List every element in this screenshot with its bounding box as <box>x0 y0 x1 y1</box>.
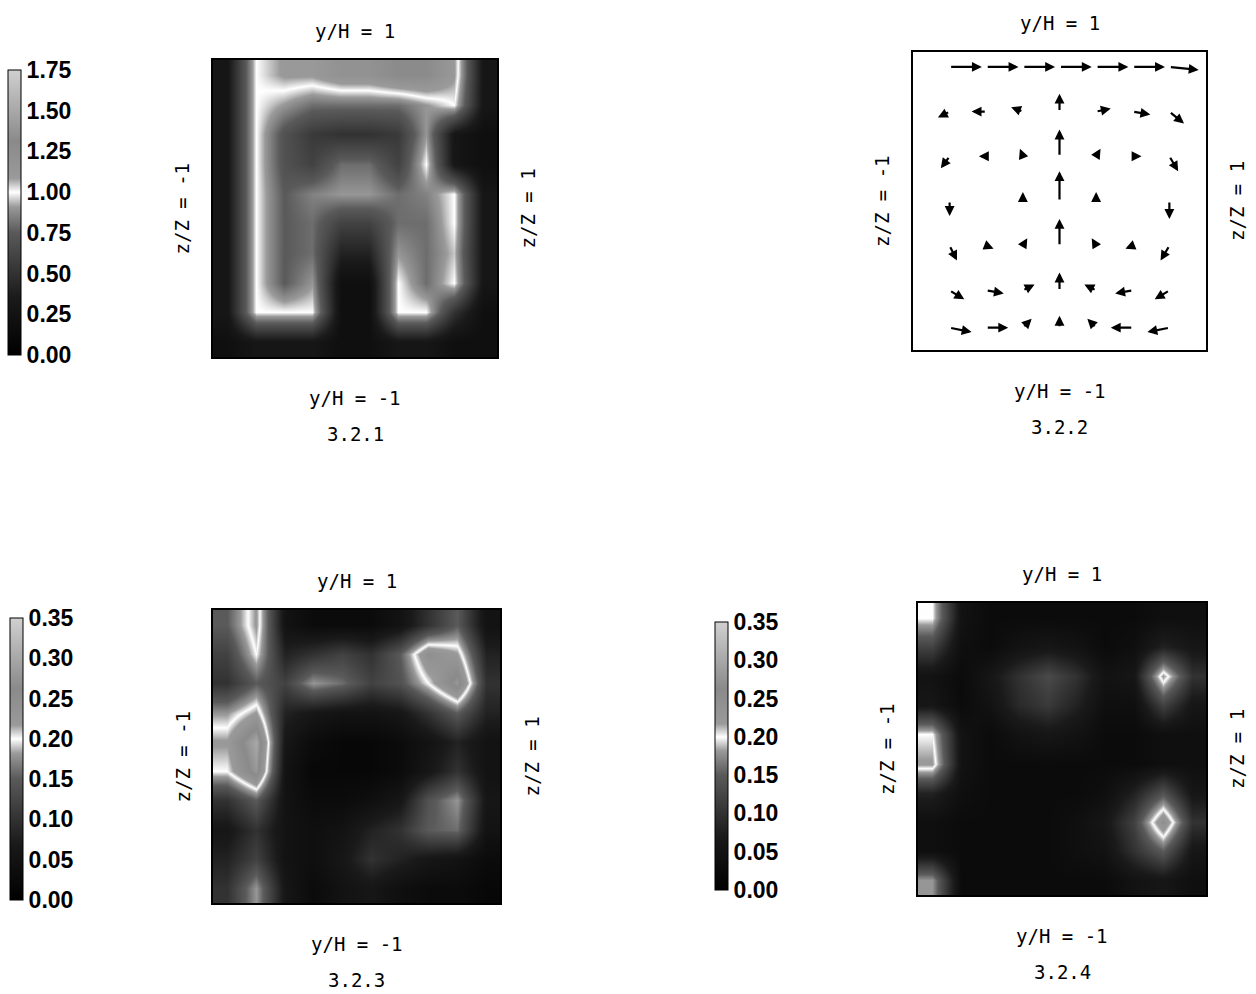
svg-text:3.2.3: 3.2.3 <box>328 969 385 991</box>
svg-text:z/Z = -1: z/Z = -1 <box>171 163 193 255</box>
svg-text:y/H = 1: y/H = 1 <box>317 570 397 592</box>
svg-text:0.35: 0.35 <box>734 609 779 635</box>
svg-text:0.20: 0.20 <box>29 726 74 752</box>
svg-text:y/H = 1: y/H = 1 <box>1022 563 1102 585</box>
svg-text:z/Z = -1: z/Z = -1 <box>871 155 893 247</box>
svg-text:0.00: 0.00 <box>734 877 779 903</box>
svg-text:z/Z = 1: z/Z = 1 <box>1226 161 1248 241</box>
svg-text:0.10: 0.10 <box>734 800 779 826</box>
svg-text:0.50: 0.50 <box>27 261 72 287</box>
svg-text:0.20: 0.20 <box>734 724 779 750</box>
svg-text:y/H = 1: y/H = 1 <box>315 20 395 42</box>
svg-text:0.10: 0.10 <box>29 806 74 832</box>
svg-text:z/Z = -1: z/Z = -1 <box>172 711 194 803</box>
svg-text:z/Z = 1: z/Z = 1 <box>521 716 543 796</box>
svg-text:y/H = -1: y/H = -1 <box>1016 925 1108 947</box>
svg-text:0.15: 0.15 <box>29 766 74 792</box>
svg-text:y/H = 1: y/H = 1 <box>1020 12 1100 34</box>
svg-text:0.15: 0.15 <box>734 762 779 788</box>
svg-text:0.30: 0.30 <box>29 645 74 671</box>
svg-text:0.25: 0.25 <box>29 686 74 712</box>
svg-text:z/Z = 1: z/Z = 1 <box>517 168 539 248</box>
svg-text:0.75: 0.75 <box>27 220 72 246</box>
svg-text:0.25: 0.25 <box>734 686 779 712</box>
svg-text:z/Z = 1: z/Z = 1 <box>1226 709 1248 789</box>
svg-text:0.25: 0.25 <box>27 301 72 327</box>
svg-text:0.35: 0.35 <box>29 605 74 631</box>
svg-text:1.75: 1.75 <box>27 57 72 83</box>
svg-text:3.2.2: 3.2.2 <box>1031 416 1088 438</box>
svg-text:1.00: 1.00 <box>27 179 72 205</box>
svg-text:y/H = -1: y/H = -1 <box>311 933 403 955</box>
svg-text:0.00: 0.00 <box>29 887 74 913</box>
svg-text:3.2.1: 3.2.1 <box>327 423 384 445</box>
svg-text:0.05: 0.05 <box>734 839 779 865</box>
svg-text:0.30: 0.30 <box>734 647 779 673</box>
svg-text:1.25: 1.25 <box>27 138 72 164</box>
svg-text:0.05: 0.05 <box>29 847 74 873</box>
svg-text:z/Z = -1: z/Z = -1 <box>876 703 898 795</box>
svg-text:0.00: 0.00 <box>27 342 72 368</box>
svg-text:1.50: 1.50 <box>27 98 72 124</box>
svg-text:y/H = -1: y/H = -1 <box>1014 380 1106 402</box>
svg-text:3.2.4: 3.2.4 <box>1034 961 1091 983</box>
svg-text:y/H = -1: y/H = -1 <box>309 387 401 409</box>
